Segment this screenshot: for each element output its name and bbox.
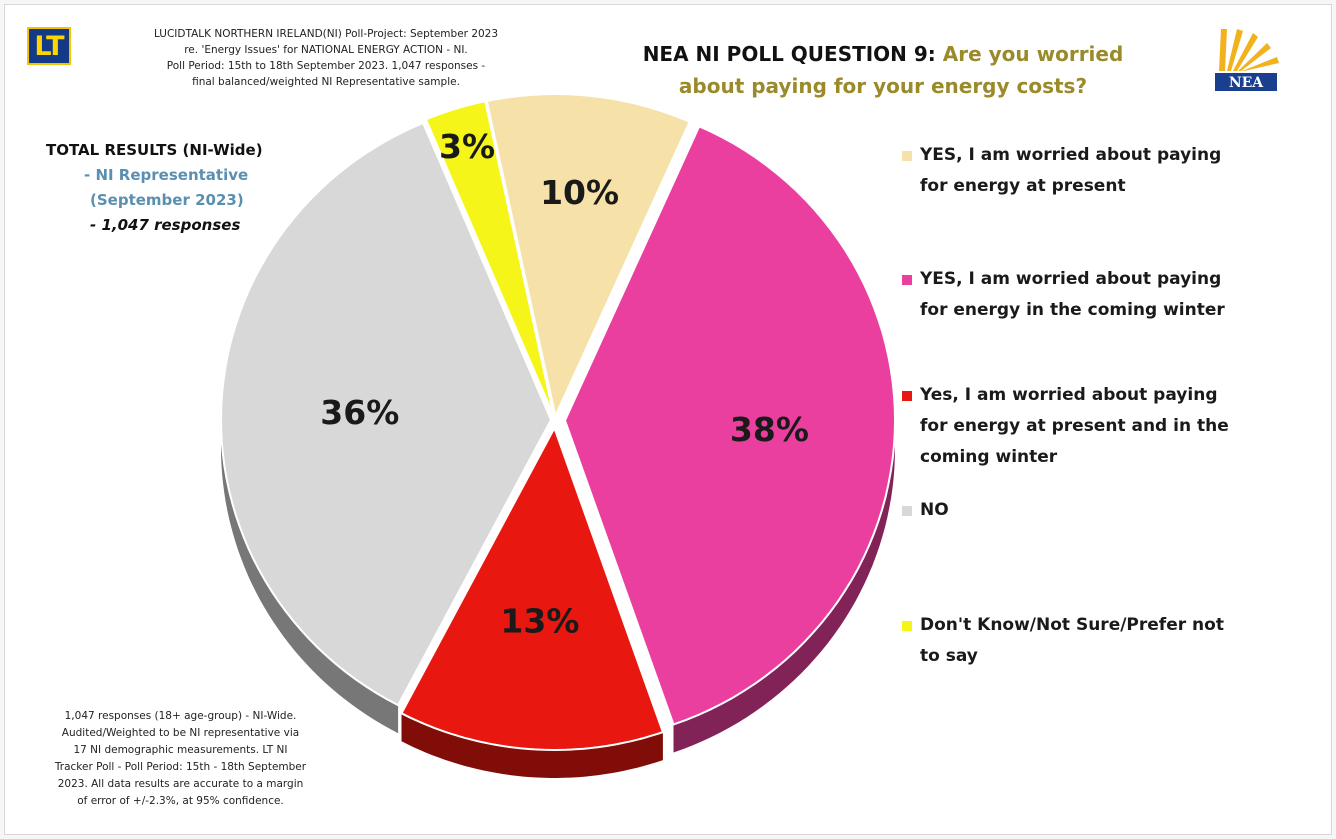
source-note: LUCIDTALK NORTHERN IRELAND(NI) Poll-Proj… <box>96 26 556 90</box>
source-line: LUCIDTALK NORTHERN IRELAND(NI) Poll-Proj… <box>153 28 499 40</box>
footnote-line: of error of +/-2.3%, at 95% confidence. <box>77 795 284 807</box>
legend-item: Yes, I am worried about paying for energy… <box>902 380 1312 473</box>
pie-slice-label: 36% <box>320 393 399 432</box>
methodology-footnote: 1,047 responses (18+ age-group) - NI-Wid… <box>8 708 353 810</box>
legend-label: coming winter <box>920 447 1058 467</box>
legend-swatch <box>902 506 912 516</box>
pie-slice-label: 13% <box>500 602 579 641</box>
total-results-heading: TOTAL RESULTS (NI-Wide) <box>46 141 263 159</box>
legend-label: YES, I am worried about paying <box>920 269 1222 289</box>
legend-swatch <box>902 621 912 631</box>
footnote-line: 17 NI demographic measurements. LT NI <box>73 744 288 756</box>
legend-label: Yes, I am worried about paying <box>920 385 1218 405</box>
legend-label: Don't Know/Not Sure/Prefer not <box>920 615 1224 635</box>
pie-slice <box>400 425 665 751</box>
total-results-subheading: - NI Representative <box>84 166 249 184</box>
title-question-number: NEA NI POLL QUESTION 9: <box>642 42 936 66</box>
title-question-text-2: about paying for your energy costs? <box>678 74 1088 98</box>
total-results-date: (September 2023) <box>90 191 244 209</box>
legend-label: for energy in the coming winter <box>920 300 1225 320</box>
legend-swatch <box>902 275 912 285</box>
lucidtalk-logo: LT <box>27 27 71 65</box>
pie-slice-label: 3% <box>439 127 495 166</box>
pie-slice <box>424 100 555 417</box>
title-question-text-1: Are you worried <box>942 42 1124 66</box>
total-results-count: - 1,047 responses <box>90 216 241 234</box>
pie-slice-side <box>221 419 399 734</box>
pie-slice-label: 38% <box>730 410 809 449</box>
pie-slice-side <box>673 420 895 753</box>
legend-label: for energy at present <box>920 176 1126 196</box>
legend-item: YES, I am worried about paying for energy… <box>902 264 1312 326</box>
legend-swatch <box>902 151 912 161</box>
legend-item: Don't Know/Not Sure/Prefer not to say <box>902 610 1312 672</box>
footnote-line: 1,047 responses (18+ age-group) - NI-Wid… <box>64 710 297 722</box>
legend-item: YES, I am worried about paying for energy… <box>902 140 1312 202</box>
pie-slice <box>563 124 897 726</box>
legend-swatch <box>902 391 912 401</box>
total-results-block: TOTAL RESULTS (NI-Wide) - NI Representat… <box>28 138 348 238</box>
chart-title: NEA NI POLL QUESTION 9: Are you worried … <box>568 38 1198 102</box>
source-line: Poll Period: 15th to 18th September 2023… <box>166 60 486 72</box>
legend-label: YES, I am worried about paying <box>920 145 1222 165</box>
pie-slice-label: 10% <box>540 173 619 212</box>
source-line: final balanced/weighted NI Representativ… <box>192 76 460 88</box>
pie-slice <box>219 121 553 707</box>
footnote-line: Audited/Weighted to be NI representative… <box>61 727 300 739</box>
legend-item: NO <box>902 495 1312 526</box>
legend-label: to say <box>920 646 978 666</box>
nea-sunburst-icon: NEA <box>1215 29 1279 91</box>
source-line: re. 'Energy Issues' for NATIONAL ENERGY … <box>184 44 468 56</box>
pie-slice <box>485 93 691 420</box>
footnote-line: 2023. All data results are accurate to a… <box>57 778 304 790</box>
footnote-line: Tracker Poll - Poll Period: 15th - 18th … <box>54 761 307 773</box>
nea-logo-text: NEA <box>1229 75 1264 91</box>
nea-logo: NEA <box>1209 25 1285 95</box>
legend-label: for energy at present and in the <box>920 416 1229 436</box>
pie-slice-side <box>401 713 663 778</box>
legend-label: NO <box>920 500 949 520</box>
